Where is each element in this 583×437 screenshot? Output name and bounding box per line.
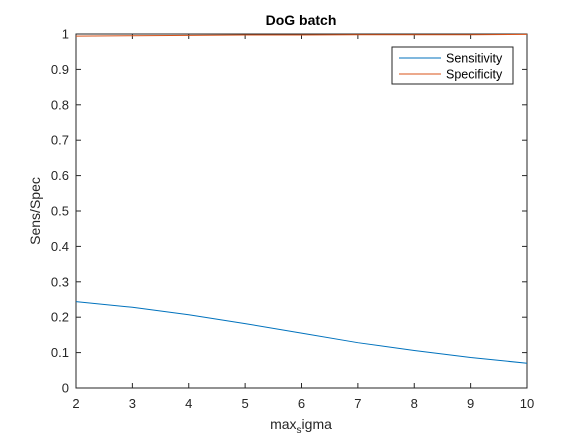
y-tick-label: 0.6 [51, 168, 69, 183]
y-tick-label: 1 [62, 27, 69, 42]
y-axis-label: Sens/Spec [27, 177, 43, 245]
y-tick-label: 0.7 [51, 133, 69, 148]
y-tick-label: 0.4 [51, 239, 69, 254]
x-tick-label: 4 [185, 396, 192, 411]
plot-area [75, 33, 528, 389]
x-tick-label: 6 [298, 396, 305, 411]
x-axis-label-rest: igma [302, 416, 333, 432]
x-tick-label: 10 [520, 396, 534, 411]
x-axis-label: maxsigma [270, 416, 332, 436]
y-tick-label: 0 [62, 381, 69, 396]
y-tick-label: 0.2 [51, 310, 69, 325]
x-axis-label-subscript: s [297, 425, 302, 436]
x-tick-label: 8 [411, 396, 418, 411]
legend: Sensitivity Specificity [391, 46, 514, 85]
x-axis-label-main: max [270, 416, 296, 432]
legend-label-sensitivity: Sensitivity [446, 52, 503, 66]
legend-box [391, 46, 514, 85]
y-tick-label: 0.8 [51, 97, 69, 112]
x-tick-label: 2 [72, 396, 79, 411]
x-tick-label: 7 [354, 396, 361, 411]
x-tick-label: 5 [242, 396, 249, 411]
legend-label-specificity: Specificity [446, 68, 503, 82]
chart-title: DoG batch [266, 12, 337, 28]
x-tick-label: 9 [467, 396, 474, 411]
x-tick-label: 3 [129, 396, 136, 411]
y-tick-label: 0.3 [51, 274, 69, 289]
series-line-specificity [75, 33, 528, 37]
y-tick-label: 0.5 [51, 204, 69, 219]
series-line-sensitivity [75, 301, 528, 364]
series-lines [75, 33, 528, 364]
y-tick-label: 0.9 [51, 62, 69, 77]
y-tick-label: 0.1 [51, 345, 69, 360]
